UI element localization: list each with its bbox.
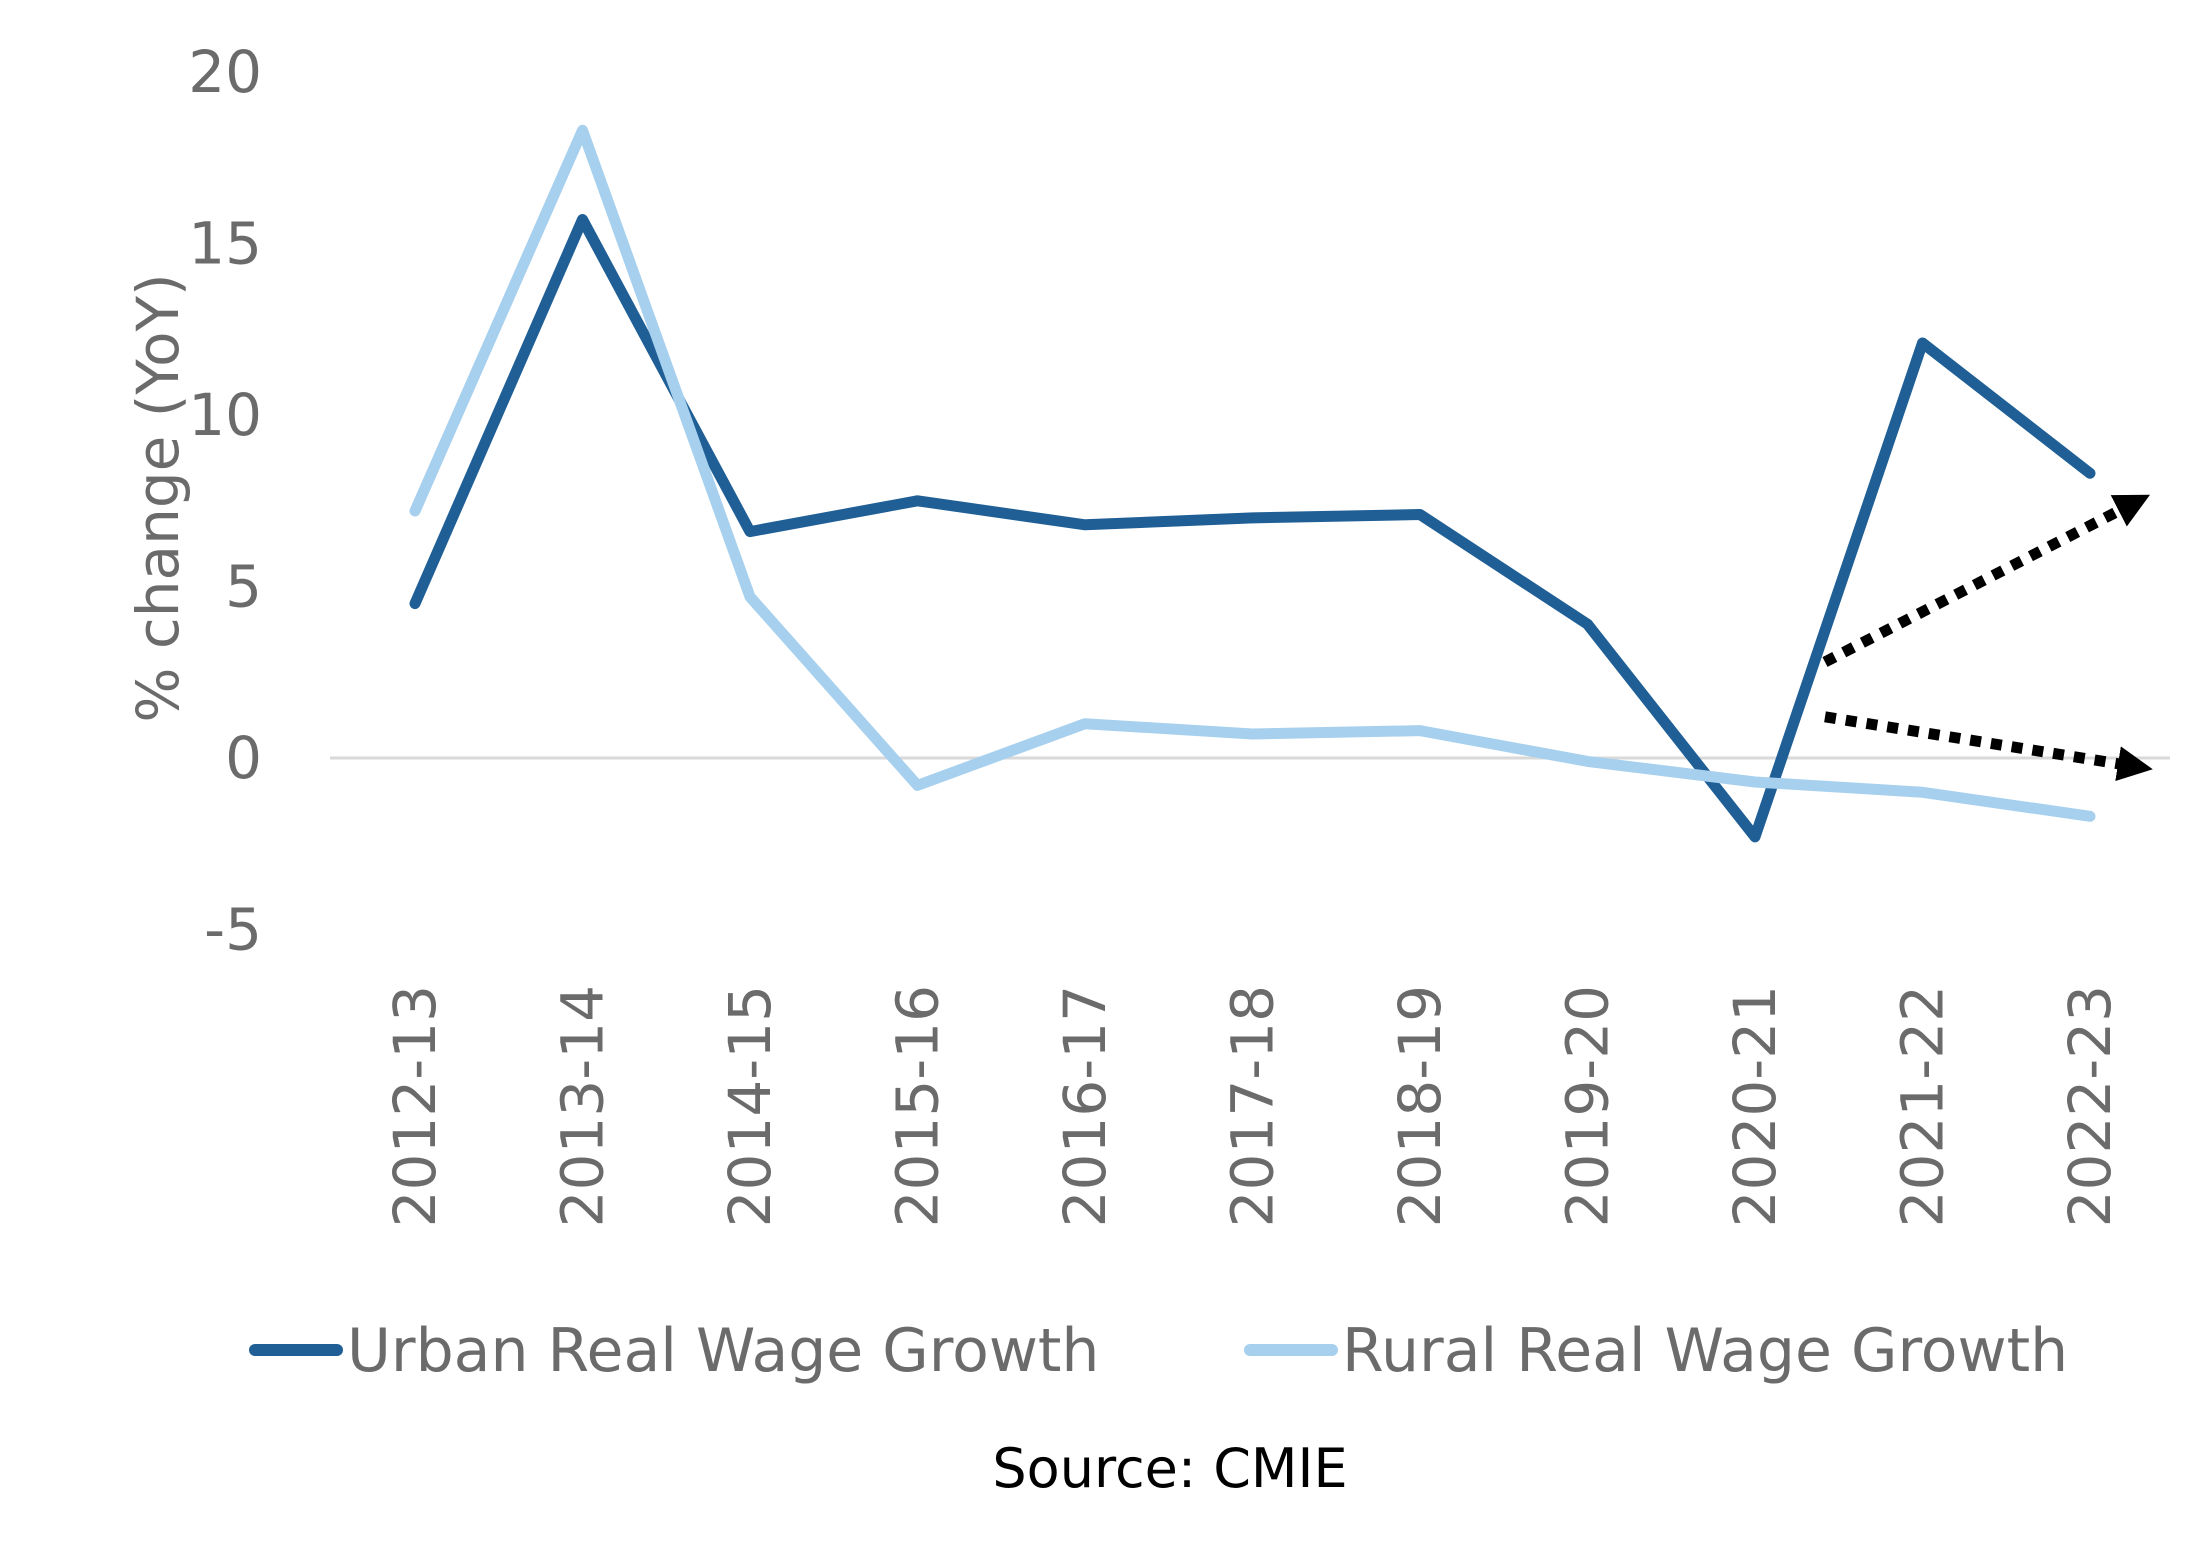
x-tick-label: 2013-14 [549, 985, 617, 1227]
y-tick-label: 15 [188, 210, 262, 278]
x-tick-label: 2015-16 [884, 985, 952, 1227]
x-tick-label: 2018-19 [1386, 985, 1454, 1227]
y-axis-ticks: -5 0 5 10 15 20 [188, 38, 262, 964]
x-tick-label: 2022-23 [2056, 985, 2124, 1227]
urban-legend-label: Urban Real Wage Growth [347, 1316, 1099, 1386]
x-tick-label: 2014-15 [716, 985, 784, 1227]
legend: Urban Real Wage Growth Rural Real Wage Gr… [249, 1316, 2068, 1386]
y-axis-title: % change (YoY) [124, 273, 192, 722]
y-tick-label: 5 [225, 553, 262, 621]
x-tick-label: 2017-18 [1219, 985, 1287, 1227]
y-tick-label: 10 [188, 381, 262, 449]
x-tick-label: 2019-20 [1554, 985, 1622, 1227]
arrow-up-annotation [1822, 494, 2151, 667]
x-axis-ticks: 2012-13 2013-14 2014-15 2015-16 2016-17 2017-… [381, 985, 2124, 1227]
y-tick-label: 0 [225, 724, 262, 792]
annotation-layer [1822, 494, 2153, 782]
arrow-flat-annotation [1824, 711, 2153, 782]
y-tick-label: 20 [188, 38, 262, 106]
rural-series-line [409, 124, 2096, 822]
urban-series-line [409, 214, 2096, 843]
rural-legend-label: Rural Real Wage Growth [1342, 1316, 2068, 1386]
series-layer [409, 124, 2096, 843]
y-tick-label: -5 [204, 896, 262, 964]
source-note: Source: CMIE [992, 1437, 1347, 1500]
x-tick-label: 2021-22 [1889, 985, 1957, 1227]
x-tick-label: 2012-13 [381, 985, 449, 1227]
x-tick-label: 2016-17 [1051, 985, 1119, 1227]
x-tick-label: 2020-21 [1721, 985, 1789, 1227]
